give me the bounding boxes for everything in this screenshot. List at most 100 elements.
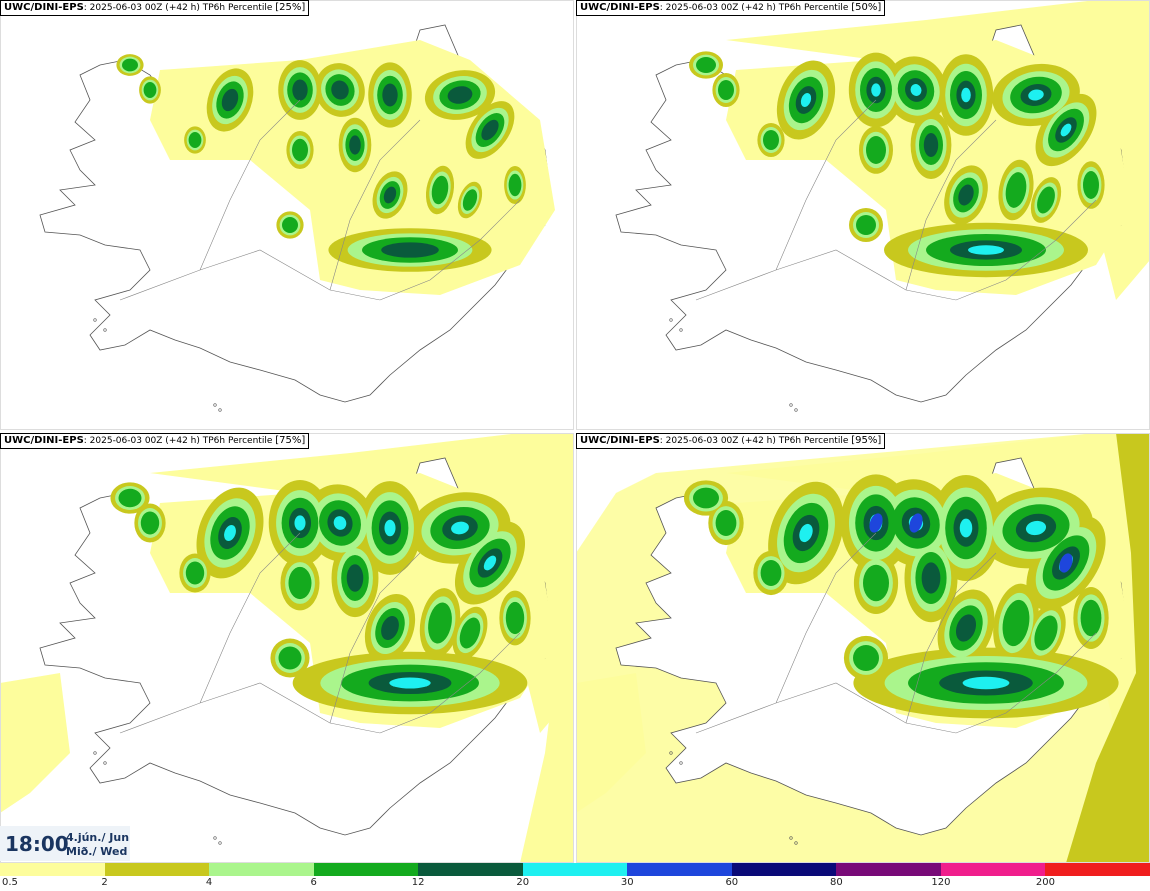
sea-precip-area <box>0 673 70 813</box>
road-network <box>695 99 1097 301</box>
run-info: : 2025-06-03 00Z (+42 h) TP6h Percentile <box>659 436 849 446</box>
precip-area-green <box>693 487 719 509</box>
model-name: UWC/DINI-EPS <box>580 435 660 446</box>
island <box>103 328 107 332</box>
legend-swatch <box>940 863 1046 876</box>
legend-swatch <box>1045 863 1150 876</box>
island <box>93 318 97 322</box>
precip-area-green-dark <box>383 186 397 204</box>
precip-area-green <box>1005 172 1027 208</box>
precip-area-cyan <box>451 521 469 535</box>
road-network <box>119 532 521 734</box>
valid-date: 4.jún./ Jun <box>66 831 130 844</box>
legend-swatch <box>731 863 837 876</box>
precip-area-green <box>505 601 525 635</box>
precip-area-green <box>278 646 302 670</box>
valid-weekday: Mið./ Wed <box>66 845 128 858</box>
precip-area-green-dark <box>923 133 939 157</box>
island <box>679 328 683 332</box>
model-name: UWC/DINI-EPS <box>580 2 660 13</box>
precip-area-green <box>459 617 481 649</box>
precip-area-green <box>185 561 205 585</box>
legend-swatch <box>836 863 942 876</box>
panel-title: UWC/DINI-EPS: 2025-06-03 00Z (+42 h) TP6… <box>576 433 886 449</box>
legend-label: 2 <box>101 877 108 888</box>
precip-area-green-dark <box>958 184 974 206</box>
legend-label: 120 <box>931 877 951 888</box>
precip-area-cyan <box>389 677 431 689</box>
island <box>794 408 798 412</box>
precip-area-blue <box>1059 553 1073 573</box>
legend-label: 20 <box>516 877 530 888</box>
precip-area-green <box>1037 186 1055 214</box>
legend-swatch <box>418 863 524 876</box>
precip-area-cyan <box>224 524 236 542</box>
precip-area-blue <box>869 513 883 533</box>
legend-label: 0.5 <box>2 877 18 888</box>
precip-area-green <box>853 645 879 671</box>
legend-swatch <box>522 863 628 876</box>
precip-area-cyan <box>483 555 497 571</box>
percentile-label: [50%] <box>851 2 882 13</box>
precip-area-green <box>763 130 779 150</box>
legend-label: 6 <box>310 877 317 888</box>
island <box>218 841 222 845</box>
precip-area-cyan <box>959 518 973 538</box>
precip-area-green <box>143 82 157 98</box>
precip-area-cyan <box>1060 123 1072 137</box>
precip-area-green-dark <box>955 614 977 642</box>
island <box>213 403 217 407</box>
percentile-label: [95%] <box>851 435 882 446</box>
run-info: : 2025-06-03 00Z (+42 h) TP6h Percentile <box>83 3 273 13</box>
panel-title: UWC/DINI-EPS: 2025-06-03 00Z (+42 h) TP6… <box>0 0 310 16</box>
precip-area-cyan <box>871 83 881 97</box>
precip-area-green <box>292 138 308 162</box>
precip-area-green-dark <box>381 242 439 258</box>
model-name: UWC/DINI-EPS <box>4 2 84 13</box>
island <box>218 408 222 412</box>
legend-swatch <box>209 863 315 876</box>
map-panel-p50: UWC/DINI-EPS: 2025-06-03 00Z (+42 h) TP6… <box>576 0 1150 430</box>
precip-area-green <box>282 217 298 233</box>
precip-area-green-dark <box>221 88 239 112</box>
precip-area-cyan <box>910 84 922 96</box>
island <box>679 761 683 765</box>
island <box>789 836 793 840</box>
sea-precip-area <box>1066 433 1150 863</box>
precip-area-cyan <box>799 523 813 543</box>
valid-time: 18:00 <box>5 832 69 856</box>
precip-area-green <box>508 173 522 197</box>
precipitation-map <box>0 0 574 430</box>
precip-area-green <box>1080 599 1102 637</box>
precip-area-green <box>188 132 202 148</box>
precip-area-blue <box>909 513 923 533</box>
precipitation-legend: 0.5 2 4 6 12 20 30 60 80 120 200 <box>0 863 1150 891</box>
precip-area-green-dark <box>346 564 364 592</box>
legend-label: 60 <box>725 877 739 888</box>
precip-area-green-dark <box>381 615 399 641</box>
precip-area-green <box>718 80 734 100</box>
run-info: : 2025-06-03 00Z (+42 h) TP6h Percentile <box>83 436 273 446</box>
precip-area-green <box>288 566 312 600</box>
percentile-label: [75%] <box>275 435 306 446</box>
precipitation-map <box>0 433 574 863</box>
island <box>93 751 97 755</box>
precip-area-cyan <box>294 515 306 531</box>
island <box>794 841 798 845</box>
precip-area-green-dark <box>382 83 398 107</box>
precipitation-map <box>576 433 1150 863</box>
panel-title: UWC/DINI-EPS: 2025-06-03 00Z (+42 h) TP6… <box>0 433 310 449</box>
precip-area-cyan <box>968 245 1004 255</box>
precip-area-green <box>428 602 452 644</box>
island <box>213 836 217 840</box>
precip-area-green <box>760 560 782 586</box>
precip-area-cyan <box>800 93 812 107</box>
precip-area-green <box>140 511 160 535</box>
precip-area-green-dark <box>921 562 941 594</box>
precip-area-green <box>122 58 138 72</box>
percentile-label: [25%] <box>275 2 306 13</box>
precip-area-green <box>863 564 889 602</box>
island <box>103 761 107 765</box>
precip-area-green <box>866 136 886 164</box>
map-panel-p75: UWC/DINI-EPS: 2025-06-03 00Z (+42 h) TP6… <box>0 433 574 863</box>
